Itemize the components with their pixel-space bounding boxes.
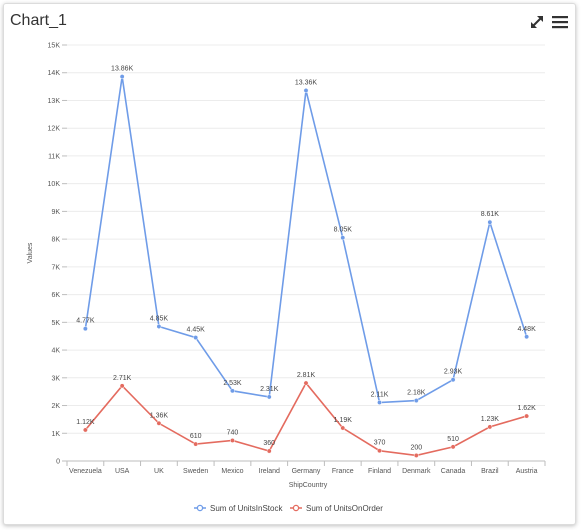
data-label: 1.23K: [481, 416, 500, 423]
data-label: 1.12K: [76, 419, 95, 426]
legend-item[interactable]: Sum of UnitsInStock: [194, 504, 283, 513]
data-label: 8.05K: [334, 227, 353, 234]
legend: Sum of UnitsInStock Sum of UnitsOnOrder: [194, 504, 383, 513]
data-label: 1.19K: [334, 417, 353, 424]
legend-marker-icon: [196, 504, 204, 512]
legend-label: Sum of UnitsInStock: [210, 504, 283, 513]
data-label: 2.71K: [113, 375, 132, 382]
data-label: 200: [410, 444, 422, 451]
data-point[interactable]: [450, 444, 456, 450]
x-tick-label: Finland: [368, 468, 391, 475]
data-point[interactable]: [82, 427, 88, 433]
chart-title: Chart_1: [10, 12, 67, 29]
x-tick-label: Denmark: [402, 468, 431, 475]
y-axis-ticks: 0 1K 2K 3K 4K 5K 6K 7K 8K 9K 10K 11K 12K 13K 14K 15K: [48, 43, 67, 466]
y-tick-label: 5K: [51, 320, 60, 327]
y-tick-label: 1K: [51, 431, 60, 438]
x-axis-ticks: Venezuela USA UK Sweden Mexico Ireland Germany…: [66, 461, 546, 475]
x-tick-label: Canada: [441, 468, 466, 475]
x-tick-label: Sweden: [183, 468, 208, 475]
data-point[interactable]: [377, 448, 382, 454]
data-label: 4.77K: [76, 318, 95, 325]
y-tick-label: 11K: [48, 153, 60, 160]
data-point[interactable]: [340, 235, 346, 241]
data-point[interactable]: [156, 420, 162, 426]
data-point[interactable]: [230, 438, 235, 443]
x-tick-label: Brazil: [481, 468, 499, 475]
x-axis-title: ShipCountry: [289, 482, 328, 489]
x-tick-label: UK: [154, 468, 164, 475]
data-point[interactable]: [377, 400, 382, 405]
data-label: 2.31K: [260, 386, 279, 393]
data-label: 2.11K: [371, 391, 389, 398]
legend-label: Sum of UnitsOnOrder: [306, 504, 383, 513]
y-tick-label: 9K: [51, 209, 60, 216]
data-label: 4.45K: [187, 327, 206, 334]
y-tick-label: 14K: [48, 70, 61, 77]
data-label: 370: [374, 440, 386, 447]
data-point[interactable]: [230, 388, 235, 394]
legend-marker-icon: [292, 504, 300, 512]
y-tick-label: 15K: [48, 43, 61, 50]
data-point[interactable]: [266, 394, 272, 400]
data-point[interactable]: [156, 324, 162, 329]
x-tick-label: Mexico: [221, 468, 243, 475]
data-label: 510: [447, 436, 459, 443]
x-tick-label: Austria: [516, 468, 538, 475]
x-tick-label: USA: [115, 468, 130, 475]
data-point[interactable]: [340, 425, 346, 431]
x-tick-label: Ireland: [259, 468, 281, 475]
data-labels-layer: 4.77K 13.86K 4.85K 4.45K 2.53K 2.31K 13.36K 8.0…: [76, 66, 536, 452]
data-label: 2.81K: [297, 372, 316, 379]
legend-item[interactable]: Sum of UnitsOnOrder: [290, 504, 383, 513]
y-tick-label: 6K: [51, 292, 60, 299]
data-label: 4.85K: [150, 315, 169, 322]
data-label: 610: [190, 433, 202, 440]
data-point[interactable]: [450, 377, 456, 383]
data-point[interactable]: [303, 380, 309, 386]
data-point[interactable]: [193, 335, 199, 341]
y-tick-label: 3K: [51, 375, 60, 382]
x-tick-label: France: [332, 468, 354, 475]
data-point[interactable]: [487, 424, 493, 430]
y-tick-label: 8K: [51, 237, 60, 244]
data-point[interactable]: [193, 441, 199, 447]
y-tick-label: 2K: [51, 403, 60, 410]
y-tick-label: 0: [56, 459, 60, 466]
data-label: 1.62K: [517, 405, 536, 412]
data-point[interactable]: [119, 74, 125, 80]
data-label: 4.48K: [517, 326, 536, 333]
data-label: 2.18K: [407, 390, 426, 397]
x-tick-label: Venezuela: [69, 468, 102, 475]
x-tick-label: Germany: [292, 468, 321, 475]
y-tick-label: 7K: [51, 264, 60, 271]
hamburger-menu-icon[interactable]: [551, 13, 569, 31]
y-tick-label: 10K: [48, 181, 61, 188]
data-point[interactable]: [266, 448, 272, 454]
series-layer: [82, 74, 530, 458]
data-label: 740: [227, 429, 239, 436]
y-tick-label: 13K: [48, 98, 61, 105]
data-point[interactable]: [487, 219, 493, 225]
gridlines: [67, 44, 545, 462]
data-label: 2.53K: [223, 380, 242, 387]
data-label: 13.36K: [295, 79, 318, 86]
data-label: 1.36K: [150, 412, 169, 419]
data-label: 8.61K: [481, 211, 500, 218]
y-tick-label: 12K: [48, 126, 61, 133]
data-point[interactable]: [524, 334, 530, 340]
y-tick-label: 4K: [51, 348, 60, 355]
y-axis-title: Values: [27, 242, 34, 263]
expand-icon[interactable]: [528, 13, 546, 31]
data-point[interactable]: [413, 398, 419, 403]
data-point[interactable]: [82, 326, 88, 332]
data-point[interactable]: [524, 413, 530, 419]
data-label: 13.86K: [111, 66, 134, 73]
data-point[interactable]: [119, 383, 125, 389]
data-label: 360: [263, 440, 275, 447]
data-point[interactable]: [413, 453, 419, 458]
data-point[interactable]: [303, 88, 309, 93]
data-label: 2.93K: [444, 369, 463, 376]
